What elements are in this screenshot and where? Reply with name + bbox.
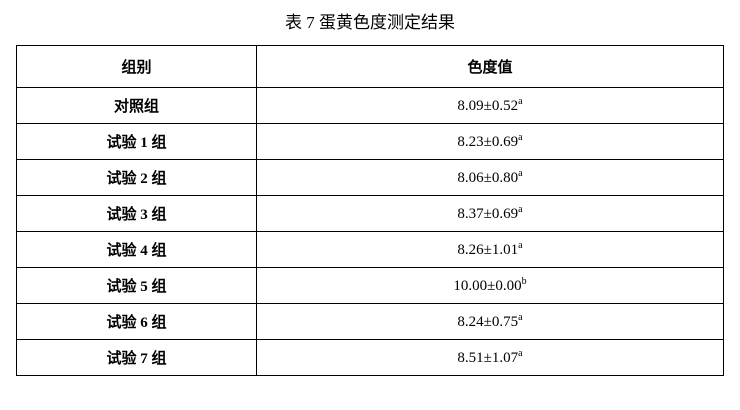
value-text: 8.24±0.75 bbox=[457, 314, 519, 330]
value-cell: 8.23±0.69a bbox=[256, 123, 724, 160]
header-group: 组别 bbox=[16, 45, 257, 88]
group-cell: 试验 4 组 bbox=[16, 231, 257, 268]
significance-letter: a bbox=[518, 240, 523, 251]
table-row: 对照组 8.09±0.52a bbox=[16, 87, 724, 124]
table-row: 试验 1 组 8.23±0.69a bbox=[16, 123, 724, 160]
table-title: 表 7 蛋黄色度测定结果 bbox=[285, 13, 455, 32]
value-cell: 8.51±1.07a bbox=[256, 339, 724, 376]
value-cell: 8.37±0.69a bbox=[256, 195, 724, 232]
value-text: 8.26±1.01 bbox=[457, 242, 519, 258]
group-cell: 试验 5 组 bbox=[16, 267, 257, 304]
value-text: 8.09±0.52 bbox=[457, 98, 519, 114]
group-cell: 试验 3 组 bbox=[16, 195, 257, 232]
header-value: 色度值 bbox=[256, 45, 724, 88]
value-text: 10.00±0.00 bbox=[453, 278, 522, 294]
table-row: 试验 4 组 8.26±1.01a bbox=[16, 231, 724, 268]
group-cell: 对照组 bbox=[16, 87, 257, 124]
value-cell: 8.24±0.75a bbox=[256, 303, 724, 340]
table-row: 试验 3 组 8.37±0.69a bbox=[16, 195, 724, 232]
significance-letter: a bbox=[518, 132, 523, 143]
value-text: 8.51±1.07 bbox=[457, 350, 519, 366]
value-cell: 8.09±0.52a bbox=[256, 87, 724, 124]
value-cell: 8.06±0.80a bbox=[256, 159, 724, 196]
group-cell: 试验 2 组 bbox=[16, 159, 257, 196]
significance-letter: a bbox=[518, 96, 523, 107]
value-cell: 8.26±1.01a bbox=[256, 231, 724, 268]
significance-letter: a bbox=[518, 204, 523, 215]
group-cell: 试验 6 组 bbox=[16, 303, 257, 340]
table-row: 试验 2 组 8.06±0.80a bbox=[16, 159, 724, 196]
significance-letter: a bbox=[518, 168, 523, 179]
significance-letter: a bbox=[518, 312, 523, 323]
table-row: 试验 7 组 8.51±1.07a bbox=[16, 339, 724, 376]
data-table: 组别 色度值 对照组 8.09±0.52a 试验 1 组 8.23±0.69a 试验 2… bbox=[16, 45, 724, 376]
table-row: 试验 6 组 8.24±0.75a bbox=[16, 303, 724, 340]
significance-letter: b bbox=[521, 276, 527, 287]
group-cell: 试验 1 组 bbox=[16, 123, 257, 160]
value-text: 8.06±0.80 bbox=[457, 170, 519, 186]
group-cell: 试验 7 组 bbox=[16, 339, 257, 376]
table-row: 试验 5 组 10.00±0.00b bbox=[16, 267, 724, 304]
value-text: 8.23±0.69 bbox=[457, 134, 519, 150]
significance-letter: a bbox=[518, 348, 523, 359]
header-row: 组别 色度值 bbox=[16, 45, 724, 88]
value-text: 8.37±0.69 bbox=[457, 206, 519, 222]
value-cell: 10.00±0.00b bbox=[256, 267, 724, 304]
